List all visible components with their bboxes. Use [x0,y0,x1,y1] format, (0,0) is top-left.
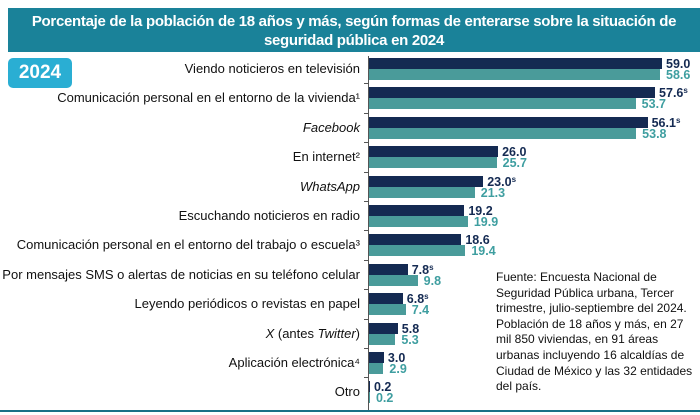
category-label: X (antes Twitter) [265,325,360,341]
bar-b [369,392,370,404]
axis-tick [364,171,368,173]
value-label-a: 19.2 [468,204,493,218]
category-label: Viendo noticieros en televisión [184,61,360,76]
axis-tick [364,348,368,349]
category-label: Facebook [302,119,360,135]
value-label-b: 53.8 [642,126,667,141]
category-label: Escuchando noticieros en radio [178,208,360,223]
value-label-b: 9.8 [423,273,442,288]
bar-a [369,116,648,128]
value-label-b: 19.4 [471,244,496,259]
value-label-a: 26.0 [502,145,527,160]
value-label-a: 6.8s [406,292,429,307]
value-label-a: 0.2 [373,380,392,395]
value-label-b: 25.7 [502,156,527,171]
bar-b [369,186,475,198]
axis-tick [364,318,368,320]
axis-tick [364,230,368,232]
category-label: Comunicación personal en el entorno del … [16,237,360,253]
bar-a [369,322,398,334]
value-label-a: 18.6 [465,233,490,248]
bar-b [369,245,466,257]
bar-a [369,87,656,99]
category-label: WhatsApp [300,178,360,194]
bar-b [369,274,418,286]
bar-b [369,216,468,227]
category-label: Aplicación electrónica⁴ [228,355,360,370]
category-label: En internet² [292,149,360,165]
bar-a [369,205,465,216]
bar-a [369,146,499,158]
source-note: Fuente: Encuesta Nacional de Seguridad P… [496,270,693,394]
bar-b [369,304,406,316]
value-label-b: 0.2 [375,391,394,406]
bar-b [369,333,396,345]
value-label-a: 56.1s [651,115,681,130]
bar-b [369,98,636,110]
value-label-a: 7.8s [411,262,434,277]
value-label-b: 2.9 [389,362,407,376]
value-label-b: 7.4 [411,303,430,318]
category-label: Otro [334,384,360,400]
bar-b [369,363,384,374]
value-label-a: 59.0 [666,57,691,71]
bar-a [369,58,662,69]
bar-a [369,381,370,393]
value-label-b: 58.6 [666,68,691,82]
bottom-rule [0,410,700,412]
axis-tick [364,289,368,291]
value-label-a: 57.6s [659,86,688,101]
axis-tick [364,377,368,379]
y-axis-line [368,56,369,410]
value-label-a: 3.0 [387,351,406,365]
bar-a [369,234,462,246]
value-label-b: 21.3 [480,185,506,200]
year-badge: 2024 [8,58,72,88]
axis-tick [364,83,368,85]
bar-b [369,69,660,80]
value-label-b: 19.9 [473,215,499,229]
axis-tick [364,201,368,202]
value-label-a: 23.0s [487,174,517,189]
bar-b [369,157,497,169]
value-label-b: 53.7 [641,97,667,112]
axis-tick [364,142,368,144]
bar-a [369,175,484,187]
category-label: Leyendo periódicos o revistas en papel [134,296,360,312]
bar-a [369,263,408,275]
bar-a [369,293,403,305]
category-label: Comunicación personal en el entorno de l… [57,90,360,106]
value-label-a: 5.8 [401,321,420,336]
bar-b [369,127,637,139]
value-label-b: 5.3 [401,332,419,347]
axis-tick [364,112,368,114]
axis-tick [364,259,368,261]
chart-title: Porcentaje de la población de 18 años y … [8,8,700,52]
category-label: Por mensajes SMS o alertas de noticias e… [2,266,360,282]
bar-a [369,352,384,363]
